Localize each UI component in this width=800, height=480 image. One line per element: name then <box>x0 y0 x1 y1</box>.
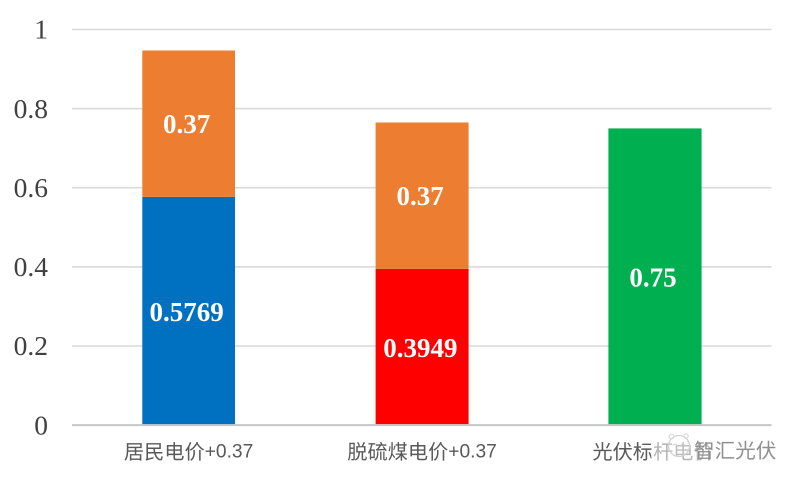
svg-text:0.8: 0.8 <box>14 93 48 124</box>
svg-text:0.37: 0.37 <box>163 109 210 139</box>
svg-text:+0.37: +0.37 <box>205 442 254 463</box>
svg-text:0.37: 0.37 <box>396 181 443 211</box>
svg-text:0: 0 <box>34 409 48 440</box>
svg-text:0.4: 0.4 <box>14 251 49 282</box>
svg-text:1: 1 <box>34 14 48 45</box>
svg-text:0.3949: 0.3949 <box>383 333 457 363</box>
svg-text:0.75: 0.75 <box>629 263 676 293</box>
svg-text:0.5769: 0.5769 <box>149 297 223 327</box>
svg-text:+0.37: +0.37 <box>448 442 497 463</box>
svg-text:0.2: 0.2 <box>14 330 48 361</box>
svg-text:0.6: 0.6 <box>14 172 48 203</box>
